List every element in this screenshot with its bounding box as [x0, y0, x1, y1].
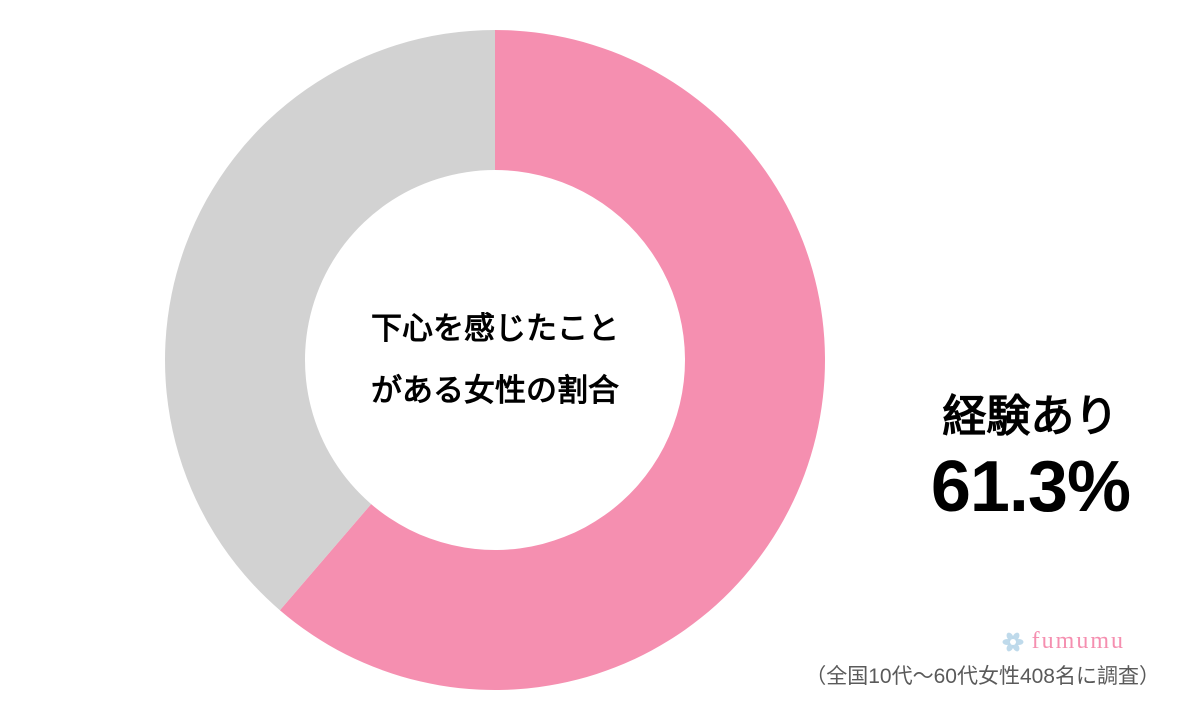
brand-logo: fumumu	[1000, 628, 1125, 655]
center-text-line1: 下心を感じたこと	[371, 298, 619, 360]
brand-name: fumumu	[1032, 628, 1125, 655]
center-text-line2: がある女性の割合	[371, 360, 619, 422]
callout-title: 経験あり	[931, 380, 1130, 444]
brand-flower-icon	[1000, 629, 1026, 655]
survey-footnote: （全国10代～60代女性408名に調査）	[805, 660, 1160, 690]
callout-label: 経験あり 61.3%	[931, 380, 1130, 528]
chart-center-text: 下心を感じたこと がある女性の割合	[371, 298, 619, 422]
callout-value: 61.3%	[931, 446, 1130, 528]
donut-chart: 下心を感じたこと がある女性の割合	[155, 20, 835, 700]
